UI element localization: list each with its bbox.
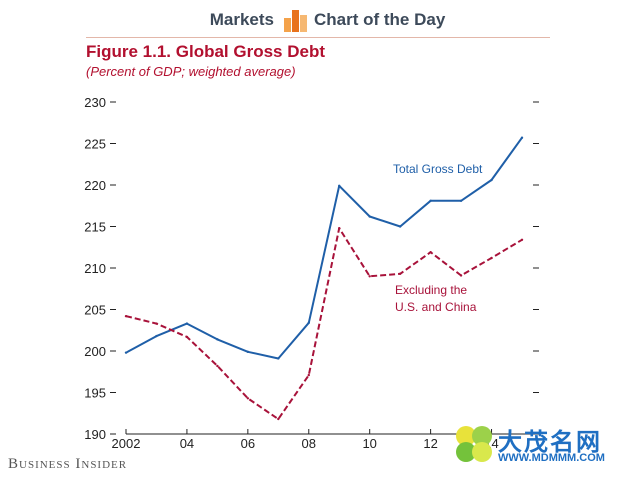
- total-debt-point: [459, 199, 463, 202]
- series-label-excluding-line1: Excluding the: [395, 283, 467, 297]
- excluding-point: [490, 256, 493, 260]
- excluding-point: [124, 314, 128, 318]
- x-tick-label: 2002: [112, 436, 141, 451]
- series-label-total-gross-debt: Total Gross Debt: [393, 162, 483, 176]
- excluding-point: [246, 397, 250, 400]
- series-excluding-us-china-line: [125, 227, 523, 421]
- excluding-point: [277, 417, 280, 421]
- watermark: 大茂名网 WWW.MDMMM.COM: [452, 422, 632, 468]
- clover-logo-icon: [456, 426, 492, 462]
- excluding-point: [398, 272, 402, 276]
- total-debt-point: [185, 322, 189, 325]
- y-tick-label: 205: [84, 303, 106, 318]
- y-tick-label: 230: [84, 95, 106, 110]
- x-tick-label: 04: [180, 436, 194, 451]
- total-debt-point: [429, 199, 432, 202]
- total-debt-point: [277, 357, 280, 360]
- total-debt-point: [216, 338, 219, 341]
- total-debt-point: [368, 215, 371, 218]
- business-insider-brand: Business Insider: [8, 456, 127, 473]
- excluding-point: [216, 364, 219, 368]
- chart-of-the-day-label: Chart of the Day: [314, 10, 446, 29]
- excluding-point: [368, 275, 371, 278]
- page-header: Markets Chart of the Day: [0, 0, 640, 38]
- excluding-point: [155, 322, 158, 325]
- y-tick-label: 210: [84, 261, 106, 276]
- y-tick-label: 215: [84, 220, 106, 235]
- brand-text: Business Insider: [8, 456, 128, 472]
- total-debt-point: [307, 321, 310, 324]
- x-tick-label: 06: [241, 436, 255, 451]
- markets-label: Markets: [209, 10, 274, 29]
- chart-title: Figure 1.1. Global Gross Debt: [86, 42, 325, 61]
- total-debt-point: [398, 225, 402, 228]
- total-debt-point: [155, 334, 158, 338]
- y-tick-label: 200: [84, 344, 106, 359]
- y-tick-label: 225: [84, 137, 106, 152]
- y-tick-label: 195: [84, 386, 106, 401]
- total-debt-point: [520, 136, 524, 139]
- total-debt-point: [490, 178, 493, 182]
- bar-chart-logo-icon: [284, 10, 307, 32]
- watermark-url: WWW.MDMMM.COM: [498, 452, 605, 464]
- x-tick-label: 08: [302, 436, 316, 451]
- excluding-point: [429, 251, 432, 254]
- header-divider: [86, 37, 550, 38]
- excluding-point: [520, 238, 524, 241]
- excluding-point: [338, 226, 341, 230]
- chart-subtitle: (Percent of GDP; weighted average): [86, 64, 296, 79]
- excluding-point: [307, 373, 310, 377]
- excluding-point: [185, 335, 189, 339]
- total-debt-point: [338, 184, 341, 188]
- total-debt-point: [124, 351, 128, 354]
- y-tick-label: 220: [84, 178, 106, 193]
- x-tick-label: 10: [362, 436, 376, 451]
- series-label-excluding-line2: U.S. and China: [395, 300, 477, 314]
- x-tick-label: 12: [423, 436, 437, 451]
- y-tick-label: 190: [84, 427, 106, 442]
- excluding-point: [459, 274, 463, 277]
- total-debt-point: [246, 350, 250, 354]
- series-total-gross-debt-line: [125, 137, 523, 360]
- watermark-cn-text: 大茂名网: [498, 429, 602, 456]
